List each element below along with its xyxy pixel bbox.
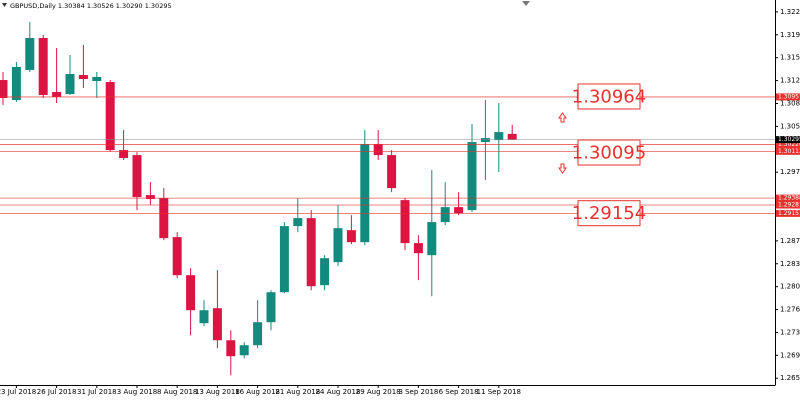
down-arrow — [558, 163, 567, 174]
x-tick-label: 6 Sep 2018 — [439, 388, 479, 396]
y-tick-label: 1.26950 — [780, 351, 800, 359]
price-label: 1.30295 — [778, 136, 800, 143]
level-box — [776, 147, 800, 155]
level-label: 1.30113 — [778, 148, 800, 155]
price-box — [776, 136, 800, 144]
x-tick-label: 11 Sep 2018 — [477, 388, 521, 396]
level-box — [776, 93, 800, 101]
x-tick-label: 3 Aug 2018 — [117, 388, 157, 396]
level-box — [776, 194, 800, 202]
level-annotation-box — [577, 139, 641, 166]
y-tick-label: 1.28015 — [780, 283, 800, 291]
candle-body — [360, 144, 370, 243]
level-box — [776, 140, 800, 148]
candle-body — [159, 198, 169, 239]
candle-body — [454, 207, 464, 214]
candle-body — [427, 222, 437, 256]
y-tick-label: 1.31565 — [780, 54, 800, 62]
x-tick-label: 8 Aug 2018 — [157, 388, 197, 396]
level-annotation-box — [577, 200, 641, 227]
candle-body — [105, 82, 115, 151]
candle-body — [0, 80, 8, 99]
candle-body — [467, 142, 477, 211]
x-tick-label: 29 Aug 2018 — [356, 388, 401, 396]
candle-body — [266, 292, 276, 323]
level-label: 1.30957 — [778, 93, 800, 100]
y-tick-label: 1.32275 — [780, 8, 800, 16]
x-tick-label: 16 Aug 2018 — [235, 388, 280, 396]
x-tick-label: 31 Jul 2018 — [77, 388, 117, 396]
y-tick-label: 1.30855 — [780, 100, 800, 108]
candle-body — [119, 150, 129, 159]
candle-body — [132, 155, 142, 198]
candle-body — [306, 218, 316, 287]
y-tick-label: 1.28370 — [780, 260, 800, 268]
candle-body — [226, 340, 236, 357]
candle-body — [440, 207, 450, 223]
y-tick-label: 1.26595 — [780, 374, 800, 382]
candle-body — [333, 228, 343, 263]
candle-body — [186, 275, 196, 311]
x-tick-label: 21 Aug 2018 — [275, 388, 320, 396]
level-box — [776, 201, 800, 209]
scroll-marker — [522, 1, 530, 6]
level-annotation: 1.29154 — [572, 203, 646, 224]
y-tick-label: 1.31920 — [780, 31, 800, 39]
level-annotation-box — [577, 83, 641, 110]
candle-body — [38, 37, 48, 95]
candle-body — [172, 237, 182, 276]
x-tick-label: 23 Jul 2018 — [0, 388, 36, 396]
x-tick-label: 24 Aug 2018 — [316, 388, 361, 396]
candle-body — [199, 310, 209, 324]
y-tick-label: 1.27305 — [780, 328, 800, 336]
candle-body — [387, 155, 397, 189]
candle-body — [65, 73, 75, 95]
x-tick-label: 3 Sep 2018 — [398, 388, 438, 396]
level-box — [776, 209, 800, 217]
candle-body — [239, 345, 249, 356]
candle-body — [279, 226, 289, 293]
candle-body — [413, 243, 423, 254]
y-tick-label: 1.27660 — [780, 306, 800, 314]
chart-title: GBPUSD,Daily 1.30384 1.30526 1.30290 1.3… — [10, 2, 172, 10]
candle-body — [11, 67, 21, 101]
y-tick-label: 1.28725 — [780, 237, 800, 245]
candle-body — [480, 138, 490, 143]
candle-body — [400, 200, 410, 244]
x-tick-label: 13 Aug 2018 — [195, 388, 240, 396]
candle-body — [494, 132, 504, 141]
candle-body — [52, 92, 62, 97]
y-tick-label: 1.29790 — [780, 168, 800, 176]
candle-body — [145, 195, 155, 200]
candle-body — [25, 37, 35, 70]
menu-triangle[interactable] — [2, 3, 7, 7]
candle-body — [293, 218, 303, 227]
level-label: 1.29388 — [778, 195, 800, 202]
candle-body — [92, 77, 102, 81]
candle-body — [373, 144, 383, 156]
candle-body — [320, 258, 330, 286]
candle-body — [78, 75, 88, 79]
y-tick-label: 1.30500 — [780, 122, 800, 130]
y-tick-label: 1.31210 — [780, 77, 800, 85]
candle-body — [346, 230, 356, 243]
level-annotation: 1.30095 — [572, 143, 646, 164]
level-label: 1.30220 — [778, 141, 800, 148]
level-annotation: 1.30964 — [572, 86, 646, 107]
x-tick-label: 26 Jul 2018 — [37, 388, 77, 396]
candle-body — [507, 133, 517, 140]
arrows — [558, 112, 567, 174]
candle-body — [253, 322, 263, 346]
candle-body — [212, 308, 222, 341]
up-arrow — [558, 112, 567, 123]
